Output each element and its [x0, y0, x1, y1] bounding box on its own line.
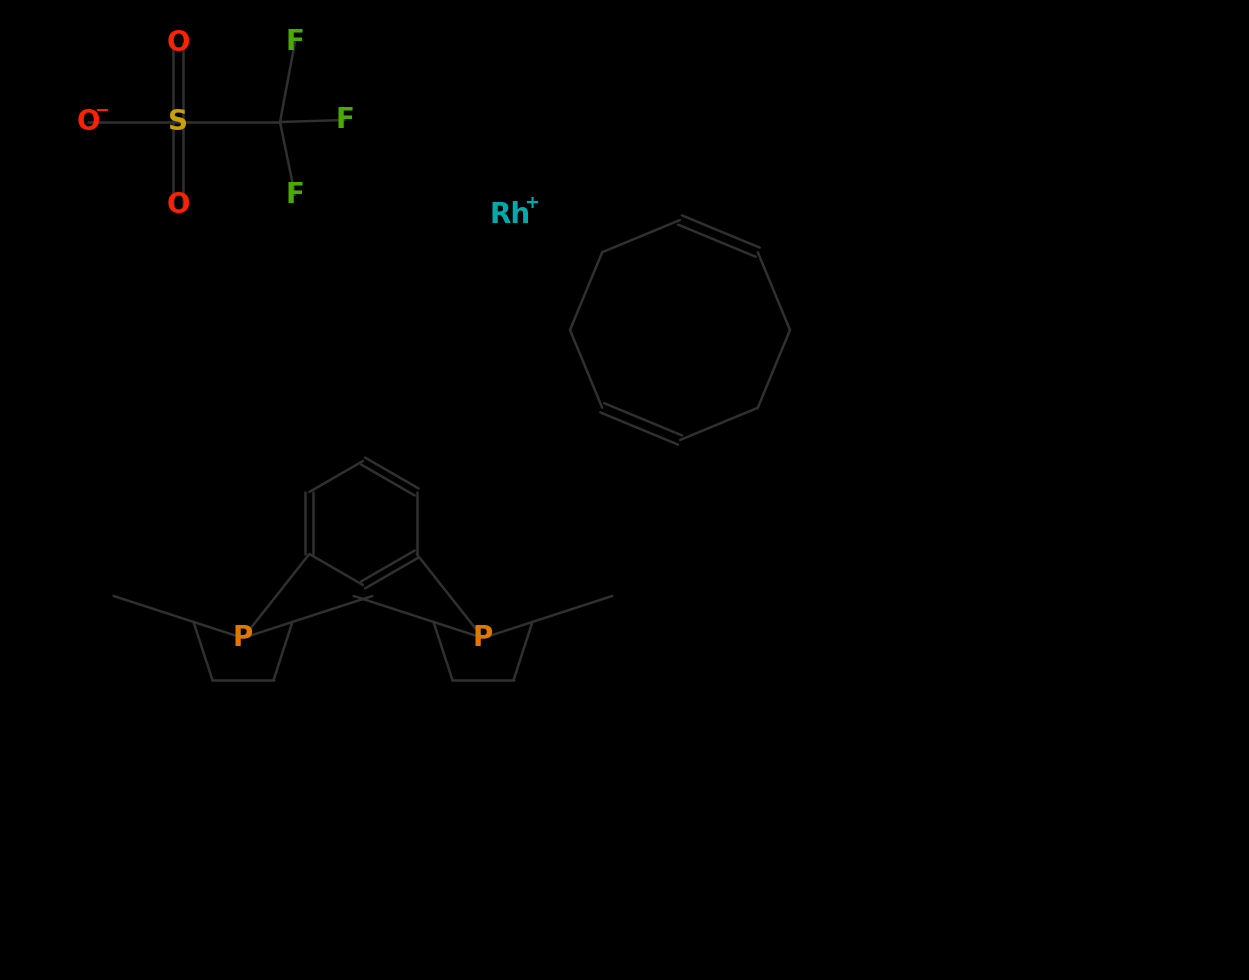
Text: O: O: [166, 29, 190, 57]
Text: Rh: Rh: [490, 201, 531, 229]
Text: O: O: [166, 191, 190, 219]
Text: F: F: [286, 181, 305, 209]
Text: P: P: [473, 624, 493, 652]
Text: F: F: [336, 106, 355, 134]
Text: F: F: [286, 28, 305, 56]
Text: P: P: [232, 624, 254, 652]
Text: −: −: [95, 102, 110, 120]
Text: S: S: [169, 108, 189, 136]
Text: O: O: [76, 108, 100, 136]
Text: +: +: [525, 194, 540, 212]
